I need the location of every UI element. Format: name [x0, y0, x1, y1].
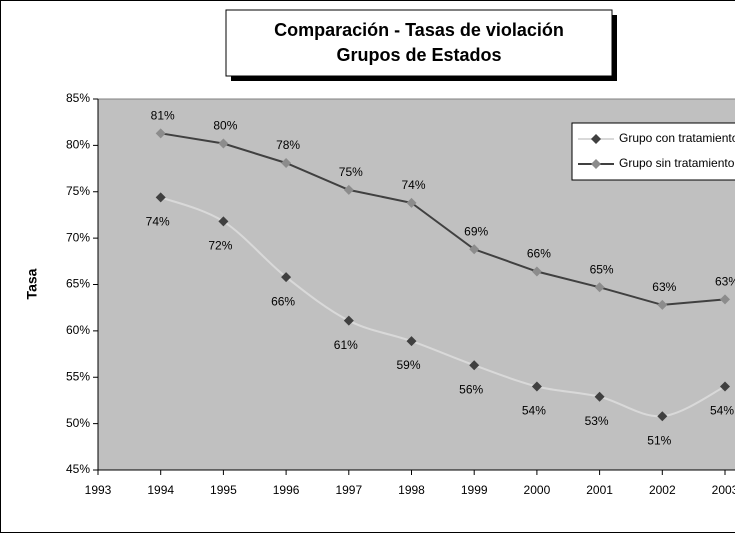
data-label: 66% [527, 247, 551, 261]
x-tick-label: 1995 [210, 483, 237, 497]
y-tick-label: 45% [66, 462, 90, 476]
data-point [218, 216, 229, 227]
legend-box [571, 122, 735, 181]
data-point [406, 336, 417, 347]
legend-label: Grupo con tratamiento [619, 131, 735, 145]
data-label: 61% [334, 338, 358, 352]
y-tick-label: 60% [66, 323, 90, 337]
x-tick-label: 2001 [586, 483, 613, 497]
data-point [720, 381, 730, 392]
data-label: 81% [151, 108, 175, 122]
data-point [406, 197, 417, 208]
data-label: 75% [339, 165, 363, 179]
data-point [343, 184, 354, 195]
data-point [343, 315, 354, 326]
data-point [281, 272, 292, 283]
y-tick-label: 65% [66, 277, 90, 291]
series-line [160, 132, 726, 306]
data-point [469, 360, 480, 371]
x-tick-label: 2002 [649, 483, 676, 497]
legend-marker [591, 134, 601, 144]
x-tick-label: 2003 [712, 483, 735, 497]
data-point [594, 391, 605, 402]
data-label: 53% [585, 414, 609, 428]
chart-subtitle: Grupos de Estados [336, 45, 501, 65]
y-tick-label: 55% [66, 369, 90, 383]
data-point [531, 266, 542, 277]
y-tick-label: 70% [66, 230, 90, 244]
chart-title: Comparación - Tasas de violación [274, 20, 564, 40]
x-tick-label: 1998 [398, 483, 425, 497]
x-tick-label: 1997 [335, 483, 362, 497]
x-tick-label: 2000 [524, 483, 551, 497]
data-point [531, 381, 542, 392]
data-label: 51% [647, 433, 671, 447]
x-tick-label: 1999 [461, 483, 488, 497]
data-label: 72% [208, 239, 232, 253]
data-label: 74% [146, 214, 170, 228]
data-point [594, 282, 605, 293]
data-label: 69% [464, 224, 488, 238]
data-label: 54% [522, 404, 546, 418]
data-label: 63% [652, 280, 676, 294]
x-tick-label: 1996 [273, 483, 300, 497]
x-tick-label: 1994 [147, 483, 174, 497]
data-point [657, 299, 668, 310]
data-label: 54% [710, 404, 734, 418]
data-point [281, 157, 292, 168]
title-box [225, 9, 613, 77]
data-label: 66% [271, 294, 295, 308]
y-tick-label: 80% [66, 138, 90, 152]
data-label: 78% [276, 138, 300, 152]
y-tick-label: 85% [66, 91, 90, 105]
data-label: 59% [396, 358, 420, 372]
data-point [720, 294, 730, 305]
y-tick-label: 75% [66, 184, 90, 198]
data-label: 80% [213, 119, 237, 133]
y-tick-label: 50% [66, 416, 90, 430]
series-line [160, 196, 726, 418]
data-label: 63% [715, 275, 735, 289]
legend-marker [591, 159, 601, 169]
data-label: 65% [590, 262, 614, 276]
data-label: 74% [401, 178, 425, 192]
legend-label: Grupo sin tratamiento [619, 156, 735, 170]
x-tick-label: 1993 [85, 483, 112, 497]
data-point [657, 411, 668, 422]
data-point [218, 138, 229, 149]
y-axis-label: Tasa [24, 268, 40, 299]
data-point [155, 128, 166, 139]
data-label: 56% [459, 382, 483, 396]
data-point [155, 192, 166, 203]
data-point [469, 244, 480, 255]
